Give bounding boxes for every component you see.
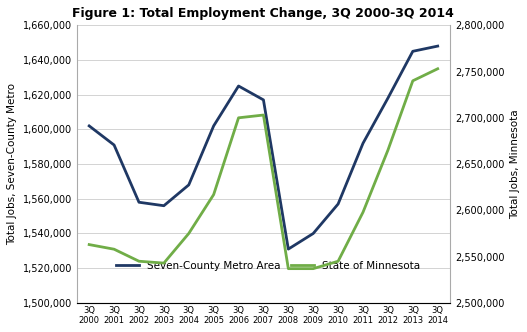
State of Minnesota — [136, 259, 142, 263]
Seven-County Metro Area — [236, 84, 242, 88]
Y-axis label: Total Jobs, Seven-County Metro: Total Jobs, Seven-County Metro — [7, 83, 17, 245]
State of Minnesota — [285, 267, 291, 271]
Legend: Seven-County Metro Area, State of Minnesota: Seven-County Metro Area, State of Minnes… — [112, 257, 425, 276]
State of Minnesota — [385, 148, 391, 152]
State of Minnesota — [335, 259, 341, 263]
Seven-County Metro Area — [111, 143, 117, 147]
Seven-County Metro Area — [360, 141, 366, 145]
State of Minnesota — [435, 67, 441, 71]
State of Minnesota — [260, 113, 267, 117]
Seven-County Metro Area — [285, 247, 291, 251]
State of Minnesota — [161, 261, 167, 265]
State of Minnesota — [310, 267, 316, 271]
Seven-County Metro Area — [409, 49, 416, 53]
Line: Seven-County Metro Area: Seven-County Metro Area — [89, 46, 438, 249]
Seven-County Metro Area — [86, 124, 92, 128]
Seven-County Metro Area — [186, 183, 192, 187]
Seven-County Metro Area — [335, 202, 341, 206]
State of Minnesota — [111, 247, 117, 251]
Seven-County Metro Area — [210, 124, 217, 128]
Seven-County Metro Area — [161, 204, 167, 208]
State of Minnesota — [236, 116, 242, 120]
Seven-County Metro Area — [136, 200, 142, 204]
Seven-County Metro Area — [385, 96, 391, 100]
Line: State of Minnesota: State of Minnesota — [89, 69, 438, 269]
Y-axis label: Total Jobs, Minnesota: Total Jobs, Minnesota — [510, 109, 520, 219]
Seven-County Metro Area — [310, 231, 316, 235]
State of Minnesota — [210, 193, 217, 197]
Title: Figure 1: Total Employment Change, 3Q 2000-3Q 2014: Figure 1: Total Employment Change, 3Q 20… — [73, 7, 454, 20]
State of Minnesota — [409, 79, 416, 83]
State of Minnesota — [86, 243, 92, 247]
Seven-County Metro Area — [435, 44, 441, 48]
State of Minnesota — [360, 210, 366, 214]
Seven-County Metro Area — [260, 98, 267, 102]
State of Minnesota — [186, 231, 192, 235]
